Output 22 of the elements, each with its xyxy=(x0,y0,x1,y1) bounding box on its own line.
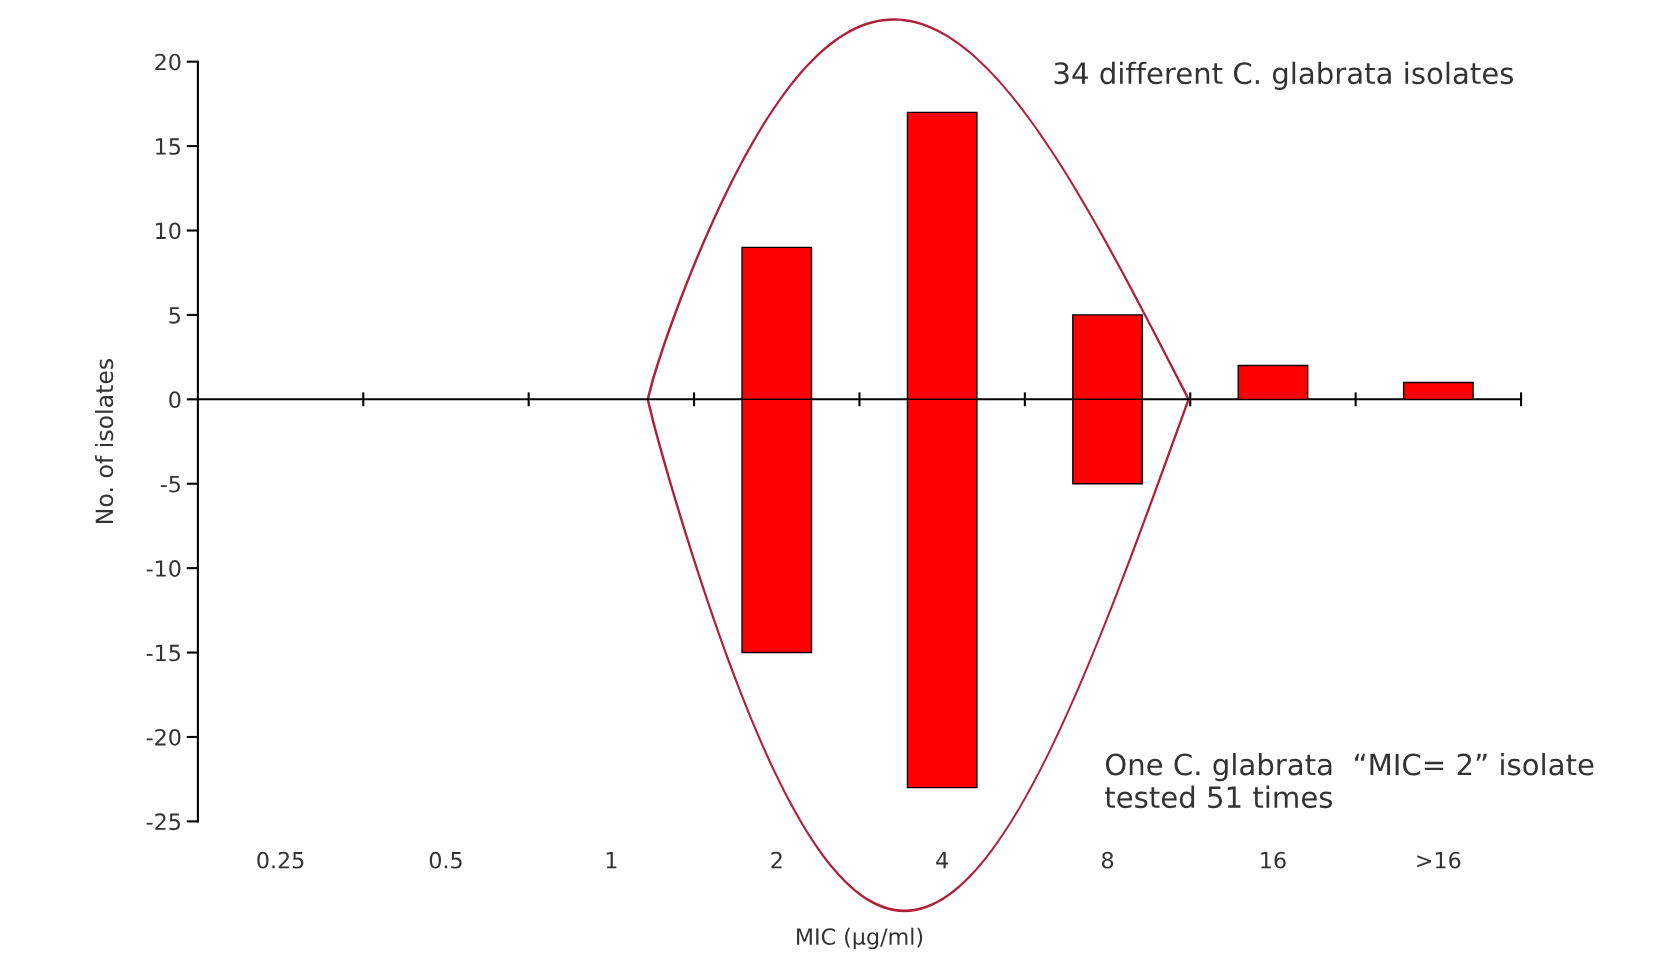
y-tick-label: 0 xyxy=(169,391,181,409)
x-tick-label: >16 xyxy=(1417,851,1461,869)
x-tick-label: 2 xyxy=(771,851,782,869)
x-axis-title: MIC (µg/ml) xyxy=(797,927,923,950)
x-tick-label: 0.5 xyxy=(429,851,462,869)
annotation: One C. glabrata “MIC= 2” isolate tested 51 times xyxy=(1105,752,1594,809)
annotation: 34 different C. glabrata isolates xyxy=(1054,61,1513,90)
x-tick-label: 8 xyxy=(1101,851,1114,869)
y-tick-label: 5 xyxy=(169,307,180,324)
y-tick-label: -15 xyxy=(146,644,180,662)
x-tick-label: 16 xyxy=(1261,851,1286,869)
x-tick-label: 0.25 xyxy=(257,851,304,869)
y-tick-label: 20 xyxy=(155,53,181,71)
y-tick-label: -5 xyxy=(160,475,180,493)
y-tick-label: 15 xyxy=(156,138,180,155)
y-tick-label: 10 xyxy=(156,222,181,240)
y-axis-title: No. of isolates xyxy=(94,358,114,523)
x-tick-label: 1 xyxy=(606,852,617,869)
y-tick-label: -25 xyxy=(146,813,180,831)
x-tick-label: 4 xyxy=(936,852,948,869)
y-tick-label: -20 xyxy=(146,728,181,746)
y-tick-label: -10 xyxy=(146,560,181,577)
